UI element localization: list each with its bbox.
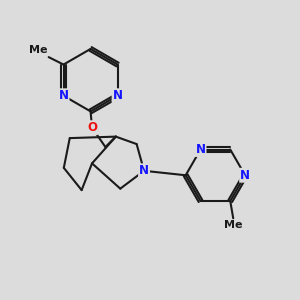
Text: N: N — [112, 89, 123, 102]
Text: Me: Me — [224, 220, 242, 230]
Text: Me: Me — [29, 45, 47, 55]
Text: O: O — [87, 121, 97, 134]
Text: N: N — [240, 169, 250, 182]
Text: N: N — [196, 143, 206, 156]
Text: N: N — [139, 164, 149, 177]
Text: N: N — [58, 89, 68, 102]
